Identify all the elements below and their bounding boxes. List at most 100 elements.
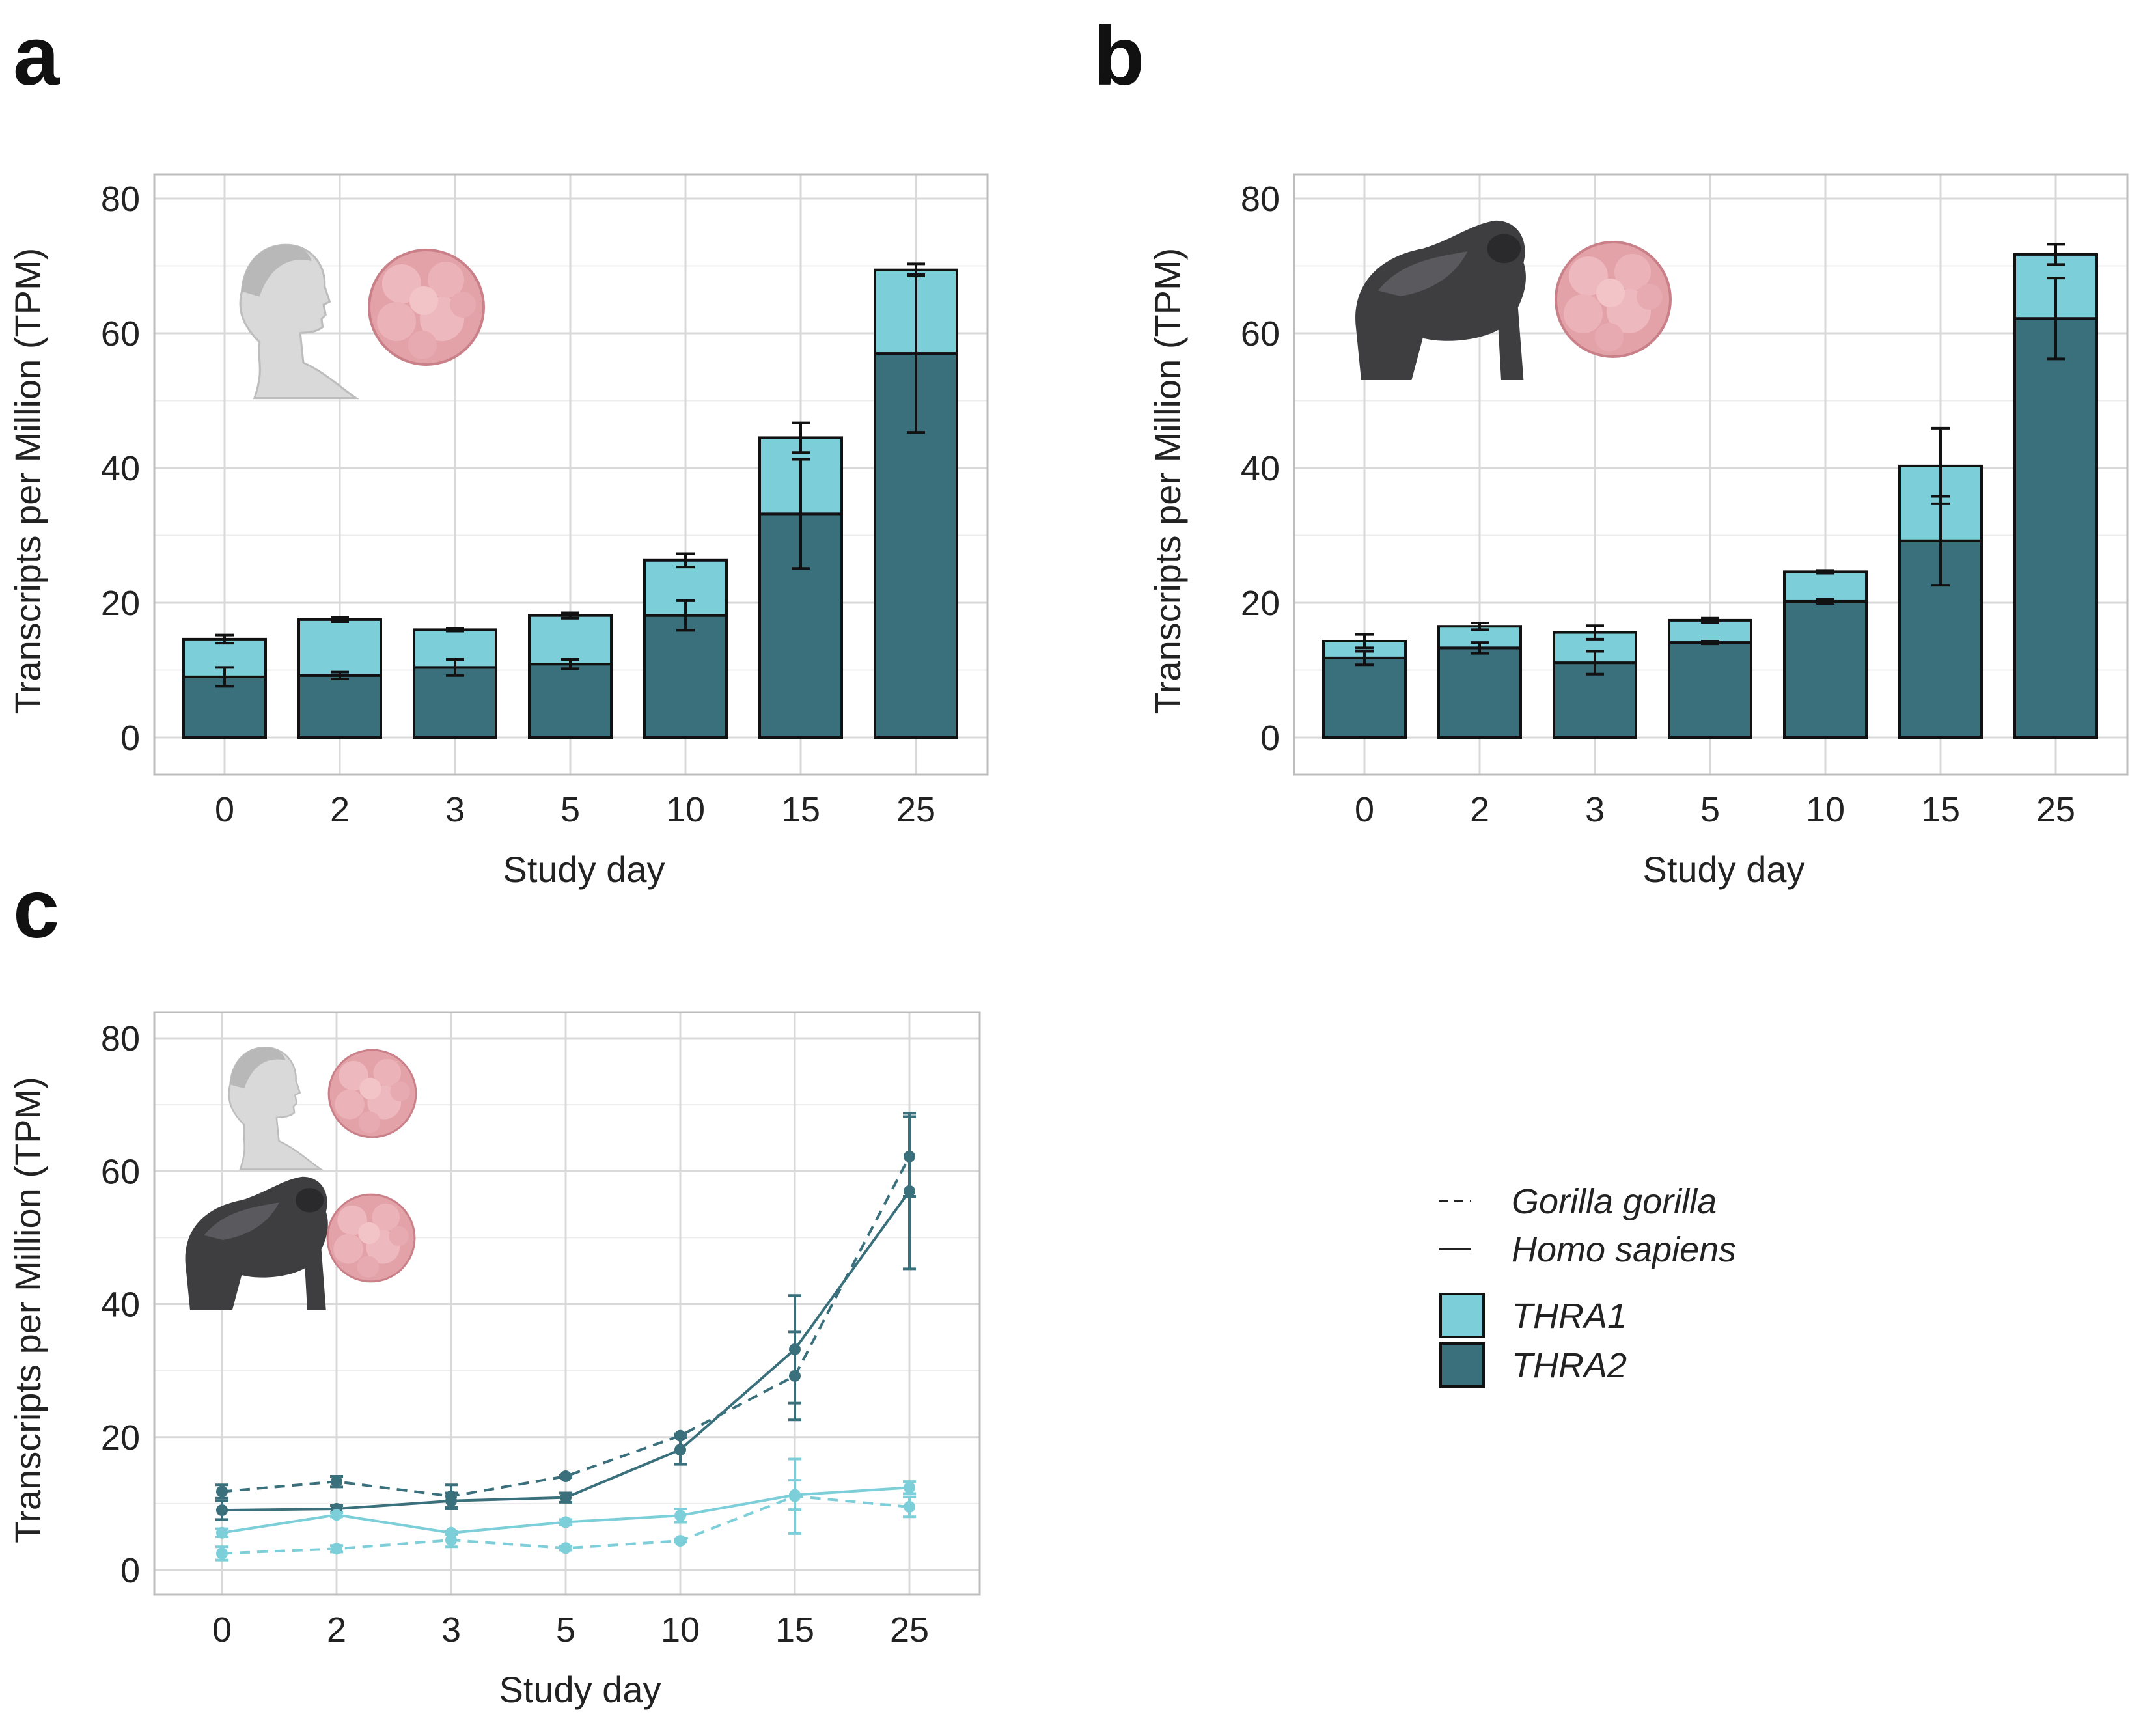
data-point xyxy=(789,1490,801,1502)
x-tick-label: 0 xyxy=(212,1610,232,1649)
panel-border xyxy=(1293,173,2129,776)
data-point xyxy=(216,1485,228,1498)
y-tick-label: 80 xyxy=(101,1019,140,1058)
y-tick-label: 80 xyxy=(1241,180,1280,219)
data-point xyxy=(904,1150,915,1163)
data-point xyxy=(331,1476,342,1488)
data-point xyxy=(216,1504,228,1517)
brain-organoid-icon xyxy=(326,1193,416,1283)
x-tick-label: 10 xyxy=(666,790,705,829)
y-tick-label: 40 xyxy=(101,1286,140,1325)
y-tick-label: 40 xyxy=(101,449,140,488)
y-tick-label: 80 xyxy=(101,180,140,219)
data-point xyxy=(904,1481,915,1494)
legend: Gorilla gorilla Homo sapiens THRA1 THRA2 xyxy=(1439,1182,1736,1388)
legend-label: THRA1 xyxy=(1512,1297,1627,1336)
data-point xyxy=(904,1500,915,1513)
data-point xyxy=(331,1509,342,1521)
x-tick-label: 2 xyxy=(1470,790,1489,829)
bar-thra2 xyxy=(297,674,382,739)
x-axis-title: Study day xyxy=(503,849,665,890)
bar-thra2 xyxy=(1668,641,1752,739)
x-axis-title: Study day xyxy=(499,1669,661,1710)
human-head-icon xyxy=(239,243,357,400)
x-tick-label: 2 xyxy=(330,790,350,829)
x-tick-label: 15 xyxy=(775,1610,814,1649)
y-tick-label: 0 xyxy=(120,719,140,758)
panel-a: a 0 20 40 60 80 0 2 3 5 10 15 25 Study day Transcripts… xyxy=(7,10,989,890)
y-tick-label: 20 xyxy=(101,1418,140,1457)
x-tick-label: 3 xyxy=(1585,790,1605,829)
data-point xyxy=(331,1543,342,1555)
bar-thra2 xyxy=(643,614,728,739)
data-point xyxy=(560,1491,572,1504)
y-tick-label: 0 xyxy=(1260,719,1280,758)
y-tick-label: 20 xyxy=(101,584,140,623)
x-tick-label: 3 xyxy=(445,790,465,829)
y-axis-title: Transcripts per Million (TPM) xyxy=(7,1077,48,1543)
x-axis-title: Study day xyxy=(1642,849,1804,890)
x-tick-label: 25 xyxy=(896,790,935,829)
x-tick-label: 15 xyxy=(1921,790,1960,829)
legend-label: Homo sapiens xyxy=(1512,1230,1736,1269)
bar-thra2 xyxy=(2013,317,2098,739)
panel-border xyxy=(153,1011,981,1596)
data-point xyxy=(445,1490,457,1502)
y-tick-label: 40 xyxy=(1241,449,1280,488)
data-point xyxy=(789,1370,801,1382)
bar-thra1 xyxy=(297,618,382,677)
bar-thra2 xyxy=(758,512,843,739)
bar-thra1 xyxy=(1783,570,1868,603)
x-tick-label: 0 xyxy=(1355,790,1374,829)
data-point xyxy=(560,1542,572,1554)
x-tick-label: 15 xyxy=(781,790,820,829)
y-tick-label: 0 xyxy=(120,1551,140,1590)
y-tick-label: 60 xyxy=(101,314,140,353)
x-tick-label: 5 xyxy=(560,790,580,829)
data-point xyxy=(674,1444,686,1456)
legend-swatch xyxy=(1439,1342,1485,1388)
data-point xyxy=(674,1429,686,1442)
data-point xyxy=(674,1535,686,1547)
bar-thra1 xyxy=(1668,618,1752,644)
bar-thra1 xyxy=(528,614,613,666)
data-point xyxy=(445,1534,457,1547)
panel-border xyxy=(153,173,989,776)
panel-b: b 0 20 40 60 80 0 2 3 5 10 15 25 Study day Transcripts… xyxy=(1094,10,2129,890)
bar-thra2 xyxy=(1322,656,1407,739)
x-tick-label: 5 xyxy=(1700,790,1720,829)
bar-thra2 xyxy=(528,663,613,739)
data-point xyxy=(560,1516,572,1528)
x-tick-label: 3 xyxy=(441,1610,461,1649)
bar-thra2 xyxy=(1437,646,1522,739)
x-tick-label: 25 xyxy=(2036,790,2075,829)
brain-organoid-icon xyxy=(368,249,485,366)
x-tick-label: 10 xyxy=(661,1610,700,1649)
brain-organoid-icon xyxy=(1555,241,1672,358)
panel-c: c 0 20 40 60 80 0 2 3 5 10 15 25 Study day Transcripts… xyxy=(7,862,981,1710)
data-point xyxy=(216,1547,228,1560)
panel-label-c: c xyxy=(13,862,59,956)
human-head-icon xyxy=(228,1046,322,1170)
x-tick-label: 10 xyxy=(1806,790,1845,829)
data-point xyxy=(216,1526,228,1539)
legend-label: Gorilla gorilla xyxy=(1512,1182,1717,1221)
x-tick-label: 25 xyxy=(890,1610,929,1649)
y-tick-label: 60 xyxy=(1241,314,1280,353)
panel-label-b: b xyxy=(1094,10,1144,103)
bar-thra2 xyxy=(413,666,497,739)
y-axis-title: Transcripts per Million (TPM) xyxy=(7,248,48,715)
x-tick-label: 2 xyxy=(327,1610,346,1649)
gorilla-icon xyxy=(1355,220,1526,380)
y-axis-title: Transcripts per Million (TPM) xyxy=(1147,248,1188,715)
legend-swatch xyxy=(1439,1293,1485,1338)
x-tick-label: 5 xyxy=(556,1610,575,1649)
x-tick-label: 0 xyxy=(215,790,234,829)
bar-thra2 xyxy=(1783,599,1868,739)
data-point xyxy=(560,1470,572,1483)
data-point xyxy=(674,1509,686,1522)
brain-organoid-icon xyxy=(327,1049,417,1138)
y-tick-label: 20 xyxy=(1241,584,1280,623)
gorilla-icon xyxy=(185,1176,328,1310)
